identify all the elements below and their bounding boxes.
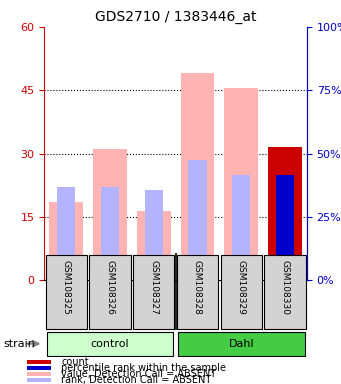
FancyBboxPatch shape [221, 255, 262, 329]
Bar [101, 187, 119, 280]
Bar [137, 210, 170, 280]
Text: GSM108326: GSM108326 [105, 260, 115, 314]
Text: GSM108330: GSM108330 [281, 260, 290, 314]
FancyBboxPatch shape [89, 255, 131, 329]
Text: value, Detection Call = ABSENT: value, Detection Call = ABSENT [61, 369, 217, 379]
Text: GSM108327: GSM108327 [149, 260, 158, 314]
FancyBboxPatch shape [177, 255, 218, 329]
Title: GDS2710 / 1383446_at: GDS2710 / 1383446_at [95, 10, 256, 25]
Text: percentile rank within the sample: percentile rank within the sample [61, 363, 226, 373]
Text: Dahl: Dahl [228, 339, 254, 349]
Text: GSM108328: GSM108328 [193, 260, 202, 314]
Text: GSM108329: GSM108329 [237, 260, 246, 314]
Bar [145, 190, 163, 280]
Bar [27, 360, 51, 364]
FancyBboxPatch shape [265, 255, 306, 329]
Bar [268, 147, 302, 280]
Bar [27, 377, 51, 382]
Text: GSM108325: GSM108325 [62, 260, 71, 314]
Text: control: control [91, 339, 129, 349]
Text: count: count [61, 357, 89, 367]
Bar [276, 175, 294, 280]
Bar [181, 73, 214, 280]
FancyBboxPatch shape [46, 255, 87, 329]
Bar [49, 202, 83, 280]
Text: rank, Detection Call = ABSENT: rank, Detection Call = ABSENT [61, 375, 212, 384]
Bar [57, 187, 75, 280]
Bar [188, 160, 207, 280]
Bar [178, 331, 305, 356]
Bar [27, 366, 51, 370]
Bar [224, 88, 258, 280]
FancyBboxPatch shape [133, 255, 174, 329]
Bar [27, 372, 51, 376]
Text: strain: strain [3, 339, 35, 349]
Bar [232, 175, 250, 280]
Bar [93, 149, 127, 280]
Bar [46, 331, 174, 356]
